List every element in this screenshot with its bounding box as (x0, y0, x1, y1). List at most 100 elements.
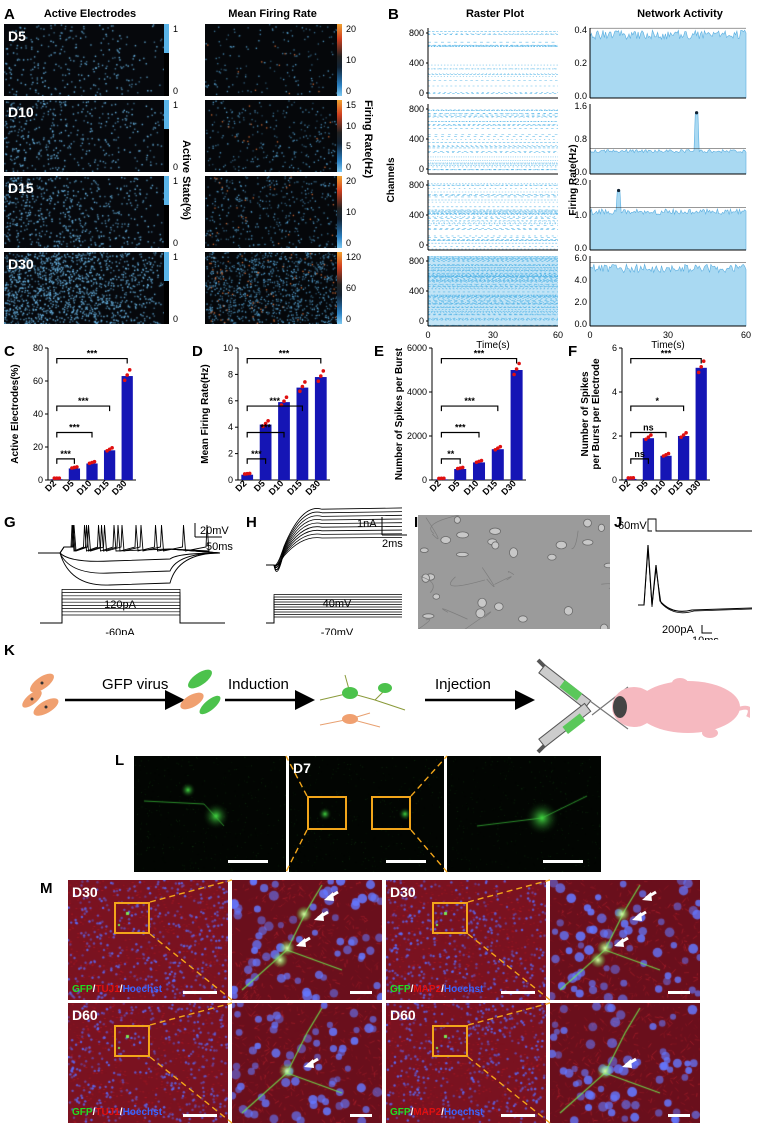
bar-xtick: D10 (75, 478, 94, 497)
firing-rate-colorbar (337, 252, 342, 324)
bar-xtick: D15 (285, 478, 304, 497)
mean-firing-rate-heatmap (205, 252, 337, 324)
scale-current: 1nA (357, 518, 377, 530)
scale-bar (668, 1114, 690, 1117)
bar-ytick: 10 (223, 343, 233, 353)
raster-ytick: 400 (409, 134, 424, 144)
raster-ytick: 0 (419, 316, 424, 326)
step-gfp-virus: GFP virus (102, 676, 168, 693)
immunostain-zoom (550, 1003, 700, 1123)
firing-rate-colorbar (337, 176, 342, 248)
bar-xtick: D2 (43, 478, 58, 493)
mean-firing-rate-heatmap (205, 176, 337, 248)
colorbar-tick: 0 (173, 86, 179, 96)
significance-label: *** (661, 349, 672, 359)
bar-ytick: 4000 (407, 387, 427, 397)
bar-ylabel: Mean Firing Rate(Hz) (200, 364, 211, 463)
network-activity-plot: 6.0 4.0 2.0 0.0 (574, 253, 747, 329)
bar-xtick: D10 (267, 478, 286, 497)
bar-xtick: D30 (684, 478, 703, 497)
network-activity-plot: 1.6 0.8 0.0 (574, 101, 747, 177)
active-state-colorbar (164, 252, 169, 324)
day-label: D5 (8, 28, 26, 44)
bar-ylabel: Number of Spikes (580, 371, 591, 456)
panel-label-j: J (614, 514, 623, 531)
active-state-axis-label: Active State(%) (180, 140, 192, 221)
significance-label: *** (60, 449, 71, 459)
network-ytick: 0.0 (574, 167, 587, 177)
data-point (316, 379, 321, 383)
raster-ytick: 400 (409, 210, 424, 220)
step-injection: Injection (435, 676, 491, 693)
syringe-bottom-icon (536, 686, 629, 754)
colorbar-tick: 1 (173, 24, 179, 34)
raster-ytick: 800 (409, 256, 424, 266)
data-point (498, 444, 503, 449)
cell (455, 551, 469, 558)
day-label: D60 (72, 1007, 98, 1023)
voltage-trace (38, 524, 221, 554)
zoom-box (432, 1025, 468, 1057)
panel-label-d: D (192, 343, 203, 360)
active-electrodes-heatmap: D10 (4, 100, 164, 172)
colorbar-tick: 15 (346, 100, 357, 110)
data-point (57, 476, 62, 480)
scale-bar (543, 860, 583, 863)
network-ytick: 0.0 (574, 319, 587, 329)
day-label: D15 (8, 180, 34, 196)
significance-label: *** (260, 422, 271, 432)
bar-xtick: D10 (462, 478, 481, 497)
data-point (125, 373, 129, 377)
zoom-box (114, 902, 150, 934)
data-point (298, 389, 302, 394)
colorbar-tick: 60 (346, 283, 357, 293)
cell (582, 539, 594, 546)
significance-label: *** (78, 396, 89, 406)
arrow-icon (304, 1057, 319, 1068)
bar-ytick: 2 (612, 431, 617, 441)
step-high-label: 40mV (323, 598, 352, 610)
panel-label-g: G (4, 514, 16, 531)
data-point (122, 378, 127, 383)
bar (454, 469, 467, 480)
bar-ytick: 0 (38, 475, 43, 485)
bar-xtick: D2 (233, 478, 248, 493)
panel-label-e: E (374, 343, 384, 360)
day-label: D30 (72, 884, 98, 900)
active-electrodes-heatmap: D15 (4, 176, 164, 248)
network-xlabel: Time(s) (651, 340, 685, 350)
network-ytick: 0.0 (574, 91, 587, 101)
raster-ytick: 800 (409, 104, 424, 114)
scale-current: 200pA (662, 624, 694, 636)
zoom-box (432, 902, 468, 934)
network-activity-title: Network Activity (637, 8, 723, 20)
panel-label-f: F (568, 343, 577, 360)
bar-xtick: D5 (252, 478, 267, 493)
bar (510, 370, 523, 480)
raster-xtick: 0 (425, 330, 430, 340)
data-point (629, 476, 633, 480)
colorbar-tick: 10 (346, 207, 357, 217)
colorbar-tick: 1 (173, 100, 179, 110)
bar (259, 424, 272, 480)
colorbar-tick: 120 (346, 252, 362, 262)
induced-neurons-icon (319, 674, 406, 728)
immunostain-overview: D60 GFP/TUJ1/Hoechst (68, 1003, 228, 1123)
data-point (261, 424, 265, 429)
panel-label-c: C (4, 343, 15, 360)
scale-bar (350, 1114, 372, 1117)
bar-xtick: D30 (499, 478, 518, 497)
scale-bar (386, 860, 426, 863)
network-xtick: 0 (587, 330, 592, 340)
data-point (517, 361, 521, 366)
immunostain-overview: D60 GFP/MAP2/Hoechst (386, 1003, 546, 1123)
bar-ytick: 20 (33, 442, 43, 452)
cell (597, 523, 605, 532)
data-point (92, 459, 97, 464)
mean-firing-rate-heatmap (205, 24, 337, 96)
colorbar-tick: 20 (346, 24, 357, 34)
scale-time: 2ms (382, 538, 403, 550)
panel-j-trace: 60mV 200pA10ms (618, 518, 753, 640)
bar-ytick: 8 (228, 369, 233, 379)
